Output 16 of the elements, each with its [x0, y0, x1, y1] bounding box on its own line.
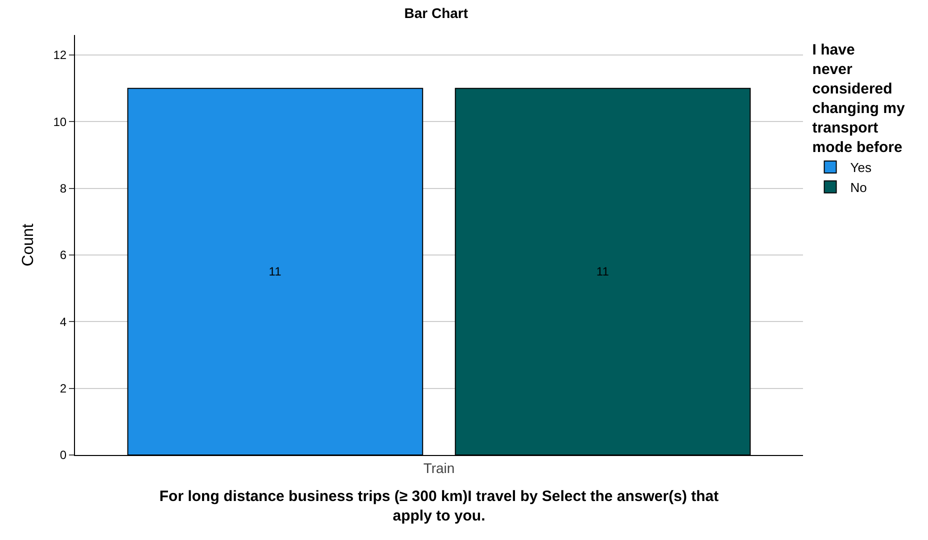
y-tick-label: 12: [53, 48, 67, 62]
y-axis-title: Count: [20, 223, 38, 266]
legend-label: No: [850, 180, 867, 195]
data-label: 11: [596, 264, 610, 279]
chart-title: Bar Chart: [404, 4, 468, 21]
y-tick-label: 0: [60, 448, 67, 462]
y-tick-label: 8: [60, 182, 67, 196]
y-tick-label: 6: [60, 248, 67, 262]
x-tick-label: Train: [423, 460, 455, 476]
data-label: 11: [268, 264, 282, 279]
legend-title: I have never considered changing my transport mode before: [812, 42, 906, 156]
y-tick-label: 10: [53, 114, 67, 129]
x-axis-title: For long distance business trips (≥ 300 km)I travel by Select the answer(s) that apply to you.: [159, 488, 719, 524]
legend-label: Yes: [850, 160, 872, 176]
y-tick-label: 4: [60, 314, 67, 329]
y-tick-label: 2: [60, 382, 67, 396]
